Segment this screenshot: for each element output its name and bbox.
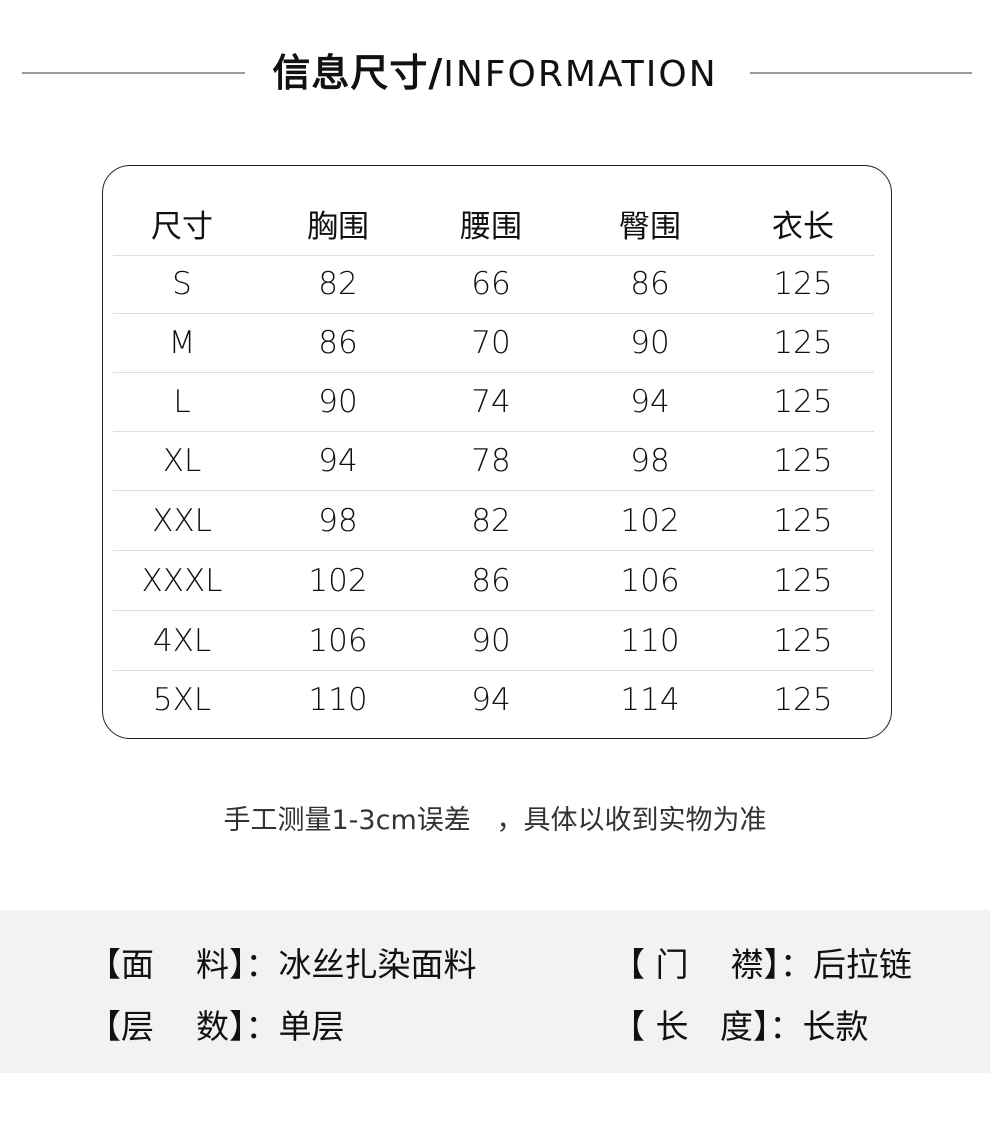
- measurement-note: 手工测量1-3cm误差 ，具体以收到实物为准: [223, 805, 767, 836]
- size-table: 尺寸 胸围 腰围 臀围 衣长 S 82 66 86 125 M 86 70 90 125 L 90 74 94 125…: [102, 165, 892, 739]
- table-cell: 106: [620, 562, 680, 599]
- spec-value: 长款: [802, 1007, 869, 1046]
- table-cell: S: [172, 265, 192, 302]
- table-cell: 66: [471, 265, 511, 302]
- title-cn: 信息尺寸/: [272, 51, 444, 95]
- table-cell: 94: [318, 442, 358, 479]
- spec-label: 【面 料】：: [88, 945, 279, 984]
- table-row: XXXL 102 86 106 125: [113, 551, 874, 611]
- table-cell: 78: [471, 442, 511, 479]
- title-right-rule: [750, 72, 972, 74]
- spec-label: 【层 数】：: [88, 1007, 279, 1046]
- table-cell: 90: [471, 622, 511, 659]
- table-row: 5XL 110 94 114 125: [113, 670, 874, 729]
- header-cell: 衣长: [772, 208, 834, 245]
- table-row: 4XL 106 90 110 125: [113, 611, 874, 671]
- spec-band: [0, 910, 990, 1073]
- table-cell: 4XL: [152, 622, 212, 659]
- table-cell: XL: [162, 442, 202, 479]
- spec-value: 冰丝扎染面料: [278, 945, 477, 984]
- table-cell: 110: [308, 681, 368, 718]
- table-cell: 90: [318, 383, 358, 420]
- table-cell: 110: [620, 622, 680, 659]
- table-cell: 102: [308, 562, 368, 599]
- table-cell: XXL: [152, 502, 212, 539]
- table-cell: 102: [620, 502, 680, 539]
- table-header-row: 尺寸 胸围 腰围 臀围 衣长: [113, 191, 874, 256]
- spec-length: 【 长 度】：长款: [612, 1000, 868, 1048]
- table-cell: 125: [773, 622, 833, 659]
- table-cell: M: [168, 324, 196, 361]
- section-title: 信息尺寸/INFORMATION: [0, 48, 990, 100]
- table-cell: 125: [773, 681, 833, 718]
- table-row: XXL 98 82 102 125: [113, 491, 874, 551]
- table-cell: 90: [630, 324, 670, 361]
- header-cell: 尺寸: [151, 208, 213, 245]
- table-cell: 125: [773, 562, 833, 599]
- table-cell: 5XL: [152, 681, 212, 718]
- table-row: S 82 66 86 125: [113, 254, 874, 314]
- table-row: M 86 70 90 125: [113, 313, 874, 373]
- table-cell: 86: [318, 324, 358, 361]
- table-cell: 125: [773, 502, 833, 539]
- table-cell: 86: [471, 562, 511, 599]
- table-cell: 70: [471, 324, 511, 361]
- table-row: XL 94 78 98 125: [113, 431, 874, 491]
- table-cell: 94: [630, 383, 670, 420]
- table-cell: 82: [318, 265, 358, 302]
- table-cell: 98: [318, 502, 358, 539]
- title-en: INFORMATION: [443, 54, 718, 95]
- spec-placket: 【 门 襟】：后拉链: [612, 938, 912, 986]
- table-cell: 98: [630, 442, 670, 479]
- table-cell: 125: [773, 265, 833, 302]
- table-cell: 125: [773, 383, 833, 420]
- spec-value: 后拉链: [812, 945, 912, 984]
- table-cell: 125: [773, 324, 833, 361]
- spec-fabric: 【面 料】：冰丝扎染面料: [88, 938, 476, 986]
- title-left-rule: [22, 72, 245, 74]
- header-cell: 臀围: [619, 208, 681, 245]
- table-row: L 90 74 94 125: [113, 372, 874, 432]
- table-cell: 74: [471, 383, 511, 420]
- table-cell: 125: [773, 442, 833, 479]
- table-cell: L: [173, 383, 191, 420]
- spec-label: 【 门 襟】：: [612, 945, 813, 984]
- table-cell: 106: [308, 622, 368, 659]
- spec-layers: 【层 数】：单层: [88, 1000, 344, 1048]
- table-cell: XXXL: [141, 562, 223, 599]
- spec-label: 【 长 度】：: [612, 1007, 803, 1046]
- table-cell: 94: [471, 681, 511, 718]
- header-cell: 胸围: [307, 208, 369, 245]
- table-cell: 82: [471, 502, 511, 539]
- spec-value: 单层: [278, 1007, 345, 1046]
- header-cell: 腰围: [460, 208, 522, 245]
- table-cell: 86: [630, 265, 670, 302]
- table-cell: 114: [620, 681, 680, 718]
